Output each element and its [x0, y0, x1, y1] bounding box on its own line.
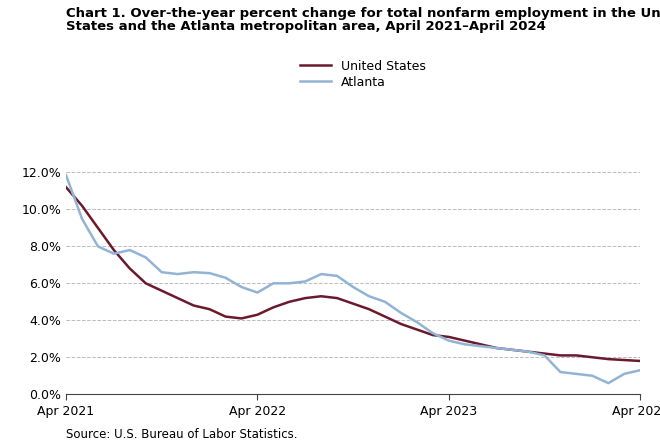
United States	[588, 354, 596, 360]
Atlanta	[158, 270, 166, 275]
Atlanta	[620, 371, 628, 377]
United States	[572, 353, 580, 358]
United States	[301, 295, 309, 301]
United States	[525, 349, 533, 354]
Atlanta	[509, 347, 517, 353]
Atlanta	[253, 290, 261, 295]
Atlanta	[413, 319, 421, 325]
United States	[142, 280, 150, 286]
United States	[78, 203, 86, 208]
Atlanta	[556, 369, 564, 375]
United States	[110, 247, 117, 253]
Legend: United States, Atlanta: United States, Atlanta	[300, 60, 426, 89]
United States	[205, 306, 213, 312]
Atlanta	[78, 216, 86, 221]
Atlanta	[572, 371, 580, 377]
United States	[349, 301, 357, 306]
United States	[605, 357, 612, 362]
Atlanta	[94, 244, 102, 249]
United States	[541, 351, 548, 356]
Atlanta	[317, 271, 325, 277]
Atlanta	[445, 338, 453, 343]
United States	[445, 334, 453, 340]
United States	[317, 293, 325, 299]
Line: Atlanta: Atlanta	[66, 175, 640, 383]
Line: United States: United States	[66, 187, 640, 361]
United States	[269, 305, 277, 310]
Atlanta	[174, 271, 182, 277]
United States	[381, 314, 389, 319]
United States	[158, 288, 166, 293]
United States	[285, 299, 293, 305]
United States	[189, 303, 197, 308]
United States	[397, 321, 405, 327]
Atlanta	[461, 342, 469, 347]
Atlanta	[285, 280, 293, 286]
Atlanta	[605, 380, 612, 386]
Atlanta	[189, 270, 197, 275]
Atlanta	[381, 299, 389, 305]
United States	[429, 332, 437, 338]
United States	[253, 312, 261, 318]
United States	[174, 295, 182, 301]
United States	[62, 185, 70, 190]
Atlanta	[301, 279, 309, 284]
Atlanta	[126, 247, 134, 253]
Atlanta	[541, 353, 548, 358]
United States	[238, 316, 246, 321]
United States	[461, 338, 469, 343]
Atlanta	[238, 284, 246, 290]
United States	[477, 342, 484, 347]
Atlanta	[429, 331, 437, 336]
United States	[126, 266, 134, 271]
Atlanta	[269, 280, 277, 286]
United States	[94, 225, 102, 231]
Text: Source: U.S. Bureau of Labor Statistics.: Source: U.S. Bureau of Labor Statistics.	[66, 428, 298, 441]
Atlanta	[349, 284, 357, 290]
Atlanta	[110, 251, 117, 256]
Atlanta	[205, 271, 213, 276]
Text: Chart 1. Over-the-year percent change for total nonfarm employment in the United: Chart 1. Over-the-year percent change fo…	[66, 7, 660, 20]
Atlanta	[222, 275, 230, 280]
United States	[492, 345, 500, 351]
Atlanta	[525, 349, 533, 354]
Atlanta	[365, 293, 373, 299]
United States	[333, 295, 341, 301]
Atlanta	[397, 310, 405, 315]
Atlanta	[588, 373, 596, 379]
Atlanta	[62, 172, 70, 178]
United States	[509, 347, 517, 353]
United States	[636, 358, 644, 364]
Text: States and the Atlanta metropolitan area, April 2021–April 2024: States and the Atlanta metropolitan area…	[66, 20, 546, 33]
United States	[620, 358, 628, 363]
Atlanta	[636, 367, 644, 373]
United States	[222, 314, 230, 319]
United States	[365, 306, 373, 312]
Atlanta	[477, 344, 484, 349]
Atlanta	[492, 345, 500, 351]
Atlanta	[333, 273, 341, 279]
United States	[556, 353, 564, 358]
United States	[413, 327, 421, 332]
Atlanta	[142, 255, 150, 260]
